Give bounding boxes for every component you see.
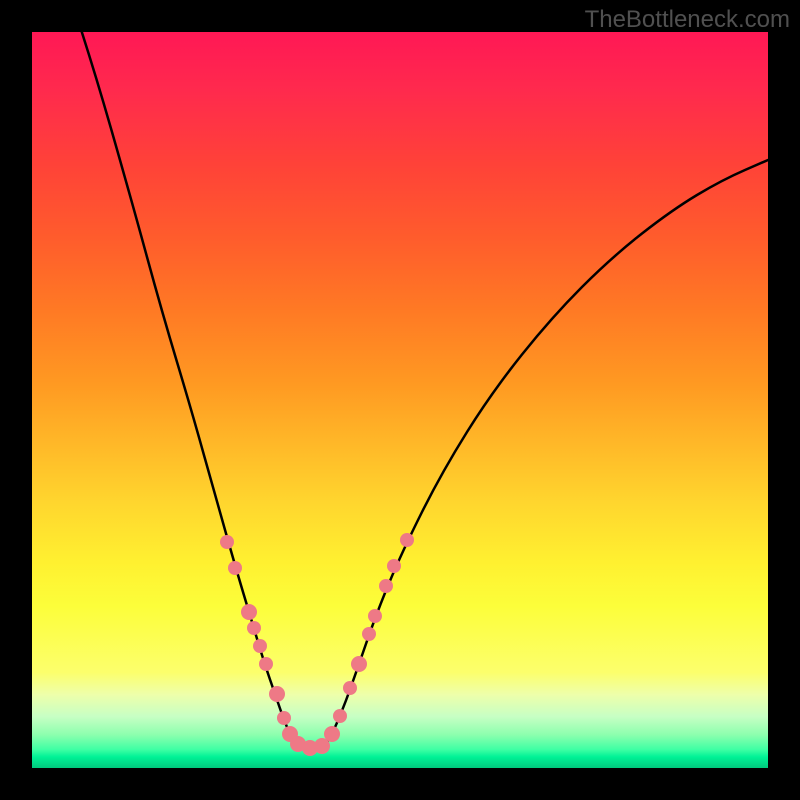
data-dot xyxy=(269,686,285,702)
watermark-text: TheBottleneck.com xyxy=(585,6,790,34)
data-dot xyxy=(343,681,357,695)
data-dot xyxy=(277,711,291,725)
data-dot xyxy=(351,656,367,672)
chart-container: TheBottleneck.com xyxy=(0,0,800,800)
curve-right-segment xyxy=(332,160,768,734)
data-dot xyxy=(368,609,382,623)
data-dot xyxy=(400,533,414,547)
plot-area xyxy=(32,32,768,768)
data-dot xyxy=(387,559,401,573)
data-dot xyxy=(333,709,347,723)
data-dot xyxy=(241,604,257,620)
data-dot xyxy=(379,579,393,593)
bottleneck-curve xyxy=(32,32,768,768)
data-dot xyxy=(362,627,376,641)
data-dot xyxy=(259,657,273,671)
data-dot xyxy=(247,621,261,635)
data-dots xyxy=(220,533,414,756)
data-dot xyxy=(253,639,267,653)
data-dot xyxy=(324,726,340,742)
data-dot xyxy=(220,535,234,549)
data-dot xyxy=(228,561,242,575)
